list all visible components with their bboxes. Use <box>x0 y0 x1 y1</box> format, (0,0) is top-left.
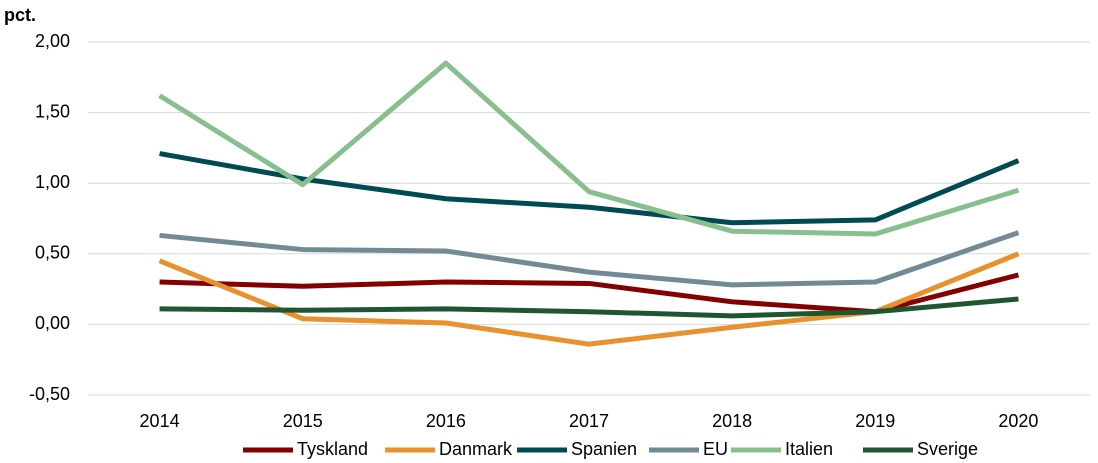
line-series <box>159 151 1020 226</box>
line-series <box>158 251 1020 347</box>
line-series <box>159 230 1020 288</box>
x-tick-label: 2019 <box>855 411 895 431</box>
legend-label: EU <box>703 439 728 459</box>
x-tick-label: 2016 <box>426 411 466 431</box>
x-tick-label: 2014 <box>140 411 180 431</box>
line-series <box>159 296 1019 319</box>
y-tick-label: 0,00 <box>35 313 70 333</box>
x-tick-label: 2017 <box>569 411 609 431</box>
x-tick-label: 2018 <box>712 411 752 431</box>
y-axis-label: pct. <box>4 5 36 25</box>
x-tick-label: 2015 <box>283 411 323 431</box>
legend-label: Italien <box>785 439 833 459</box>
line-series <box>158 60 1020 237</box>
y-tick-label: 1,50 <box>35 101 70 121</box>
legend-label: Sverige <box>917 439 978 459</box>
y-tick-label: 0,50 <box>35 243 70 263</box>
y-tick-label: 2,00 <box>35 31 70 51</box>
legend-label: Danmark <box>439 439 513 459</box>
x-tick-label: 2020 <box>998 411 1038 431</box>
legend-label: Tyskland <box>297 439 368 459</box>
y-tick-label: -0,50 <box>29 384 70 404</box>
y-tick-label: 1,00 <box>35 172 70 192</box>
legend-label: Spanien <box>571 439 637 459</box>
